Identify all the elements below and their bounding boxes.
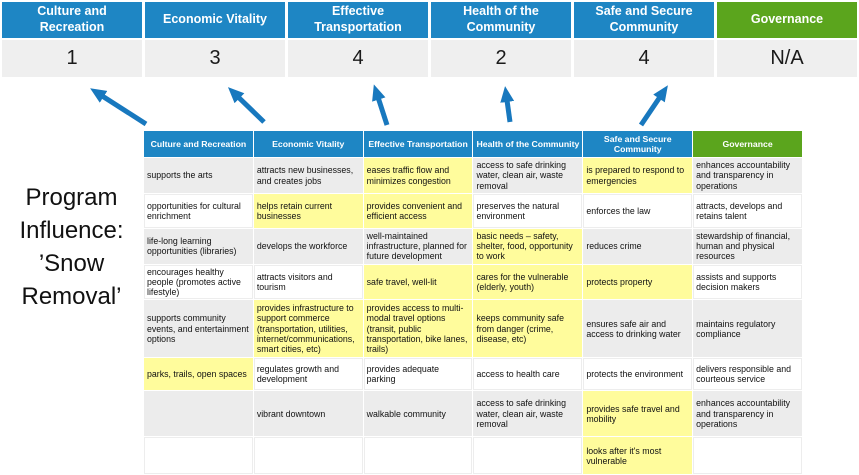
matrix-cell: regulates growth and development	[253, 358, 363, 391]
matrix-cell: supports community events, and entertain…	[144, 300, 253, 358]
matrix-cell: delivers responsible and courteous servi…	[693, 358, 802, 391]
matrix-cell: attracts new businesses, and creates job…	[253, 158, 363, 193]
matrix-cell: provides safe travel and mobility	[583, 391, 693, 437]
matrix-cell: provides infrastructure to support comme…	[253, 300, 363, 358]
summary-score: 1	[2, 40, 142, 77]
matrix-column-header: Governance	[693, 131, 802, 157]
matrix-row: encourages healthy people (promotes acti…	[144, 264, 802, 300]
matrix-cell	[144, 391, 253, 437]
matrix-cell: maintains regulatory compliance	[693, 300, 802, 358]
summary-header: Culture and Recreation	[2, 2, 142, 38]
arrow-health-community	[500, 86, 515, 123]
matrix-cell: provides convenient and efficient access	[363, 194, 473, 228]
matrix-cell: access to safe drinking water, clean air…	[473, 391, 583, 437]
summary-table: Culture and Recreation 1 Economic Vitality…	[2, 2, 857, 77]
matrix-cell: cares for the vulnerable (elderly, youth…	[473, 264, 583, 300]
matrix-cell: ensures safe air and access to drinking …	[583, 300, 693, 358]
matrix-cell: enhances accountability and transparency…	[693, 158, 802, 193]
summary-column-3: Health of the Community 2	[431, 2, 571, 77]
matrix-cell: protects property	[583, 264, 693, 300]
arrow-culture-recreation	[90, 88, 148, 127]
matrix-cell: life-long learning opportunities (librar…	[144, 229, 253, 264]
matrix-cell: stewardship of financial, human and phys…	[693, 229, 802, 264]
summary-column-2: Effective Transportation 4	[288, 2, 428, 77]
matrix-cell: provides access to multi-modal travel op…	[363, 300, 473, 358]
summary-score: 2	[431, 40, 571, 77]
summary-score: 4	[574, 40, 714, 77]
matrix-cell	[253, 437, 363, 475]
matrix-cell: preserves the natural environment	[473, 194, 583, 228]
matrix-cell: keeps community safe from danger (crime,…	[473, 300, 583, 358]
matrix-cell: eases traffic flow and minimizes congest…	[363, 158, 473, 193]
matrix-column-header: Effective Transportation	[363, 131, 473, 157]
matrix-cell: assists and supports decision makers	[693, 264, 802, 300]
matrix-cell: helps retain current businesses	[253, 194, 363, 228]
matrix-cell: provides adequate parking	[363, 358, 473, 391]
matrix-cell: is prepared to respond to emergencies	[583, 158, 693, 193]
matrix-cell: vibrant downtown	[253, 391, 363, 437]
summary-column-4: Safe and Secure Community 4	[574, 2, 714, 77]
summary-score: N/A	[717, 40, 857, 77]
influence-matrix: Culture and Recreation Economic Vitality E…	[143, 130, 803, 475]
summary-header: Safe and Secure Community	[574, 2, 714, 38]
matrix-cell: access to health care	[473, 358, 583, 391]
matrix-cell: parks, trails, open spaces	[144, 358, 253, 391]
matrix-cell: develops the workforce	[253, 229, 363, 264]
matrix-cell: basic needs – safety, shelter, food, opp…	[473, 229, 583, 264]
matrix-cell	[144, 437, 253, 475]
matrix-cell	[693, 437, 802, 475]
summary-header: Governance	[717, 2, 857, 38]
matrix-cell: enforces the law	[583, 194, 693, 228]
matrix-cell	[473, 437, 583, 475]
matrix-cell: attracts, develops and retains talent	[693, 194, 802, 228]
matrix-cell: opportunities for cultural enrichment	[144, 194, 253, 228]
program-influence-label: Program Influence: ’Snow Removal’	[19, 184, 124, 311]
influence-arrows	[90, 84, 668, 127]
matrix-cell: safe travel, well-lit	[363, 264, 473, 300]
matrix-column-header: Health of the Community	[473, 131, 583, 157]
matrix-cell	[363, 437, 473, 475]
matrix-column-header: Economic Vitality	[253, 131, 363, 157]
arrow-economic-vitality	[227, 87, 266, 124]
matrix-cell: supports the arts	[144, 158, 253, 193]
matrix-cell: reduces crime	[583, 229, 693, 264]
summary-score: 4	[288, 40, 428, 77]
matrix-cell: walkable community	[363, 391, 473, 437]
matrix-row: vibrant downtown walkable community access…	[144, 391, 802, 437]
matrix-cell: encourages healthy people (promotes acti…	[144, 264, 253, 300]
matrix-column-header: Safe and Secure Community	[583, 131, 693, 157]
matrix-cell: protects the environment	[583, 358, 693, 391]
summary-header: Effective Transportation	[288, 2, 428, 38]
matrix-cell: well-maintained infrastructure, planned …	[363, 229, 473, 264]
arrow-safe-secure	[638, 85, 668, 127]
summary-header: Economic Vitality	[145, 2, 285, 38]
matrix-row: life-long learning opportunities (librar…	[144, 229, 802, 264]
summary-column-5: Governance N/A	[717, 2, 857, 77]
matrix-row: parks, trails, open spaces regulates grow…	[144, 358, 802, 391]
arrow-effective-transport	[372, 84, 390, 126]
matrix-row: supports community events, and entertain…	[144, 300, 802, 358]
summary-column-1: Economic Vitality 3	[145, 2, 285, 77]
matrix-header-row: Culture and Recreation Economic Vitality E…	[144, 131, 802, 157]
summary-score: 3	[145, 40, 285, 77]
matrix-row: supports the arts attracts new businesses…	[144, 158, 802, 193]
matrix-body: supports the arts attracts new businesses…	[144, 158, 802, 475]
matrix-row: opportunities for cultural enrichment hel…	[144, 194, 802, 228]
matrix-row: looks after it's most vulnerable	[144, 437, 802, 475]
matrix-cell: access to safe drinking water, clean air…	[473, 158, 583, 193]
matrix-cell: attracts visitors and tourism	[253, 264, 363, 300]
matrix-cell: enhances accountability and transparency…	[693, 391, 802, 437]
summary-header: Health of the Community	[431, 2, 571, 38]
summary-column-0: Culture and Recreation 1	[2, 2, 142, 77]
matrix-cell: looks after it's most vulnerable	[583, 437, 693, 475]
matrix-column-header: Culture and Recreation	[144, 131, 253, 157]
